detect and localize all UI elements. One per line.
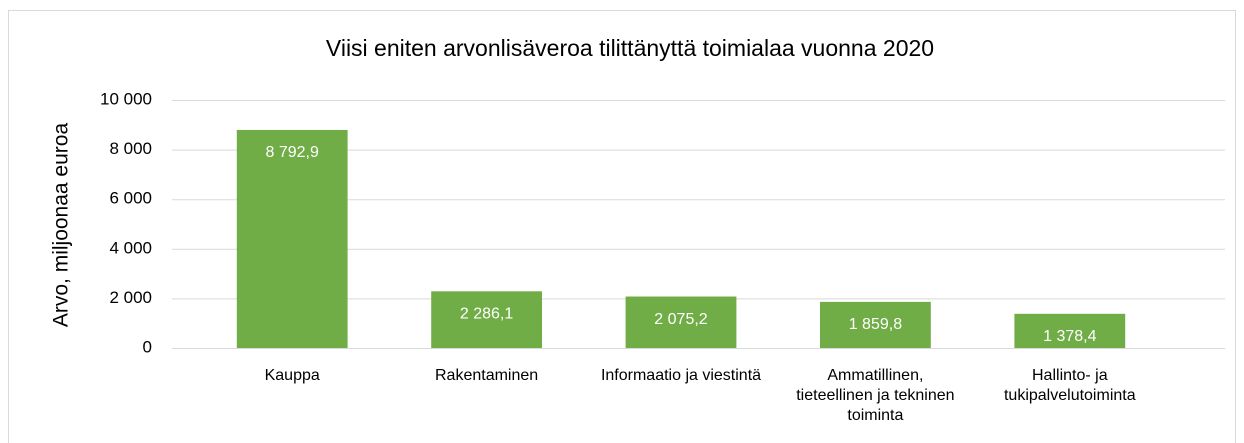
y-tick-label: 8 000 xyxy=(109,139,152,158)
bar xyxy=(1014,313,1126,348)
bar xyxy=(819,301,931,348)
bar xyxy=(431,291,543,348)
y-tick-label: 6 000 xyxy=(109,189,152,208)
x-tick-label: Ammatillinen, tieteellinen ja tekninen t… xyxy=(796,367,955,424)
y-axis-label: Arvo, miljoonaa euroa xyxy=(50,123,73,328)
x-tick-label: Kauppa xyxy=(264,367,320,384)
value-label: 2 286,1 xyxy=(460,306,513,323)
chart-border xyxy=(8,10,1236,443)
x-tick-label: Hallinto- ja tukipalvelutoiminta xyxy=(1003,367,1136,404)
x-tick-label: Rakentaminen xyxy=(435,367,539,384)
bar xyxy=(625,296,737,348)
x-tick-label: Informaatio ja viestintä xyxy=(600,367,762,384)
y-tick-label: 4 000 xyxy=(109,238,152,257)
y-tick-label: 10 000 xyxy=(100,89,152,108)
value-label: 1 378,4 xyxy=(1043,328,1096,345)
chart-title: Viisi eniten arvonlisäveroa tilittänyttä… xyxy=(326,35,934,61)
y-tick-label: 2 000 xyxy=(109,288,152,307)
value-label: 8 792,9 xyxy=(266,144,319,161)
bar xyxy=(236,129,348,348)
value-label: 2 075,2 xyxy=(654,311,707,328)
value-label: 1 859,8 xyxy=(849,316,902,333)
y-tick-label: 0 xyxy=(143,337,152,356)
